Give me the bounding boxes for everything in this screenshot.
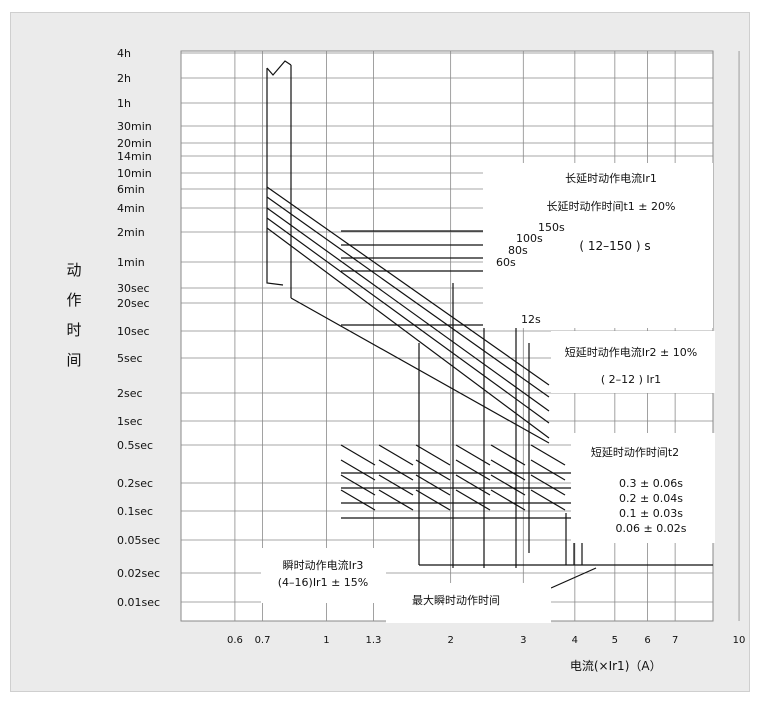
long-delay-curve	[266, 196, 550, 398]
short-delay-time-box	[571, 433, 715, 543]
y-axis-title-char: 作	[66, 291, 81, 309]
x-tick-label: 2	[447, 635, 453, 646]
y-tick-label: 1sec	[117, 415, 143, 428]
long-delay-current-text: 长延时动作电流Ir1	[565, 171, 657, 185]
short-delay-slope	[378, 459, 414, 481]
x-tick-label: 4	[572, 635, 578, 646]
short-delay-slope	[378, 474, 414, 496]
short-delay-value: 0.06 ± 0.02s	[616, 522, 687, 535]
short-delay-slope	[530, 474, 566, 496]
x-tick-label: 10	[733, 635, 746, 646]
long-delay-curve-label: 150s	[538, 221, 565, 234]
short-delay-slope	[340, 444, 376, 466]
x-tick-label: 6	[644, 635, 650, 646]
short-delay-slope	[340, 489, 376, 511]
y-tick-label: 2min	[117, 226, 145, 239]
y-tick-label: 0.02sec	[117, 567, 160, 580]
x-tick-label: 5	[612, 635, 618, 646]
long-delay-curve	[290, 297, 550, 444]
instant-current-line2: (4–16)Ir1 ± 15%	[278, 576, 369, 589]
y-tick-label: 1h	[117, 97, 131, 110]
y-tick-label: 4min	[117, 202, 145, 215]
short-delay-time-text: 短延时动作时间t2	[591, 445, 679, 459]
y-tick-label: 20sec	[117, 297, 150, 310]
short-delay-value: 0.2 ± 0.04s	[619, 492, 683, 505]
y-tick-label: 0.2sec	[117, 477, 153, 490]
x-tick-label: 0.7	[255, 635, 271, 646]
short-delay-slope	[415, 459, 451, 481]
x-tick-label: 0.6	[227, 635, 243, 646]
y-tick-label: 14min	[117, 150, 152, 163]
x-tick-label: 1	[323, 635, 329, 646]
curves	[266, 60, 713, 589]
y-tick-label: 6min	[117, 183, 145, 196]
y-axis-title-char: 动	[66, 261, 81, 279]
y-tick-label: 10sec	[117, 325, 150, 338]
short-delay-current-text: 短延时动作电流Ir2 ± 10%	[565, 345, 697, 359]
long-delay-curve-label: 12s	[521, 313, 541, 326]
y-tick-label: 20min	[117, 137, 152, 150]
long-delay-range-text: ( 12–150 ) s	[579, 239, 650, 253]
short-delay-slope	[415, 474, 451, 496]
instant-current-box	[261, 548, 386, 603]
chart-frame: 4h 2h 1h 30min 20min 14min 10min 6min 4min 2min 1m…	[10, 12, 750, 692]
y-axis-title-char: 间	[66, 351, 81, 369]
short-delay-slope	[415, 489, 451, 511]
max-instant-box	[386, 583, 551, 623]
y-tick-label: 5sec	[117, 352, 143, 365]
short-delay-slope	[415, 444, 451, 466]
y-tick-label: 0.5sec	[117, 439, 153, 452]
long-delay-time-text: 长延时动作时间t1 ± 20%	[547, 200, 676, 213]
y-tick-label: 10min	[117, 167, 152, 180]
short-delay-slope	[378, 444, 414, 466]
y-tick-label: 0.05sec	[117, 534, 160, 547]
y-tick-label: 2sec	[117, 387, 143, 400]
short-delay-slope	[490, 444, 526, 466]
short-delay-slope	[378, 489, 414, 511]
instant-current-line1: 瞬时动作电流Ir3	[283, 558, 364, 572]
short-delay-slope	[490, 459, 526, 481]
short-delay-annotation-box	[551, 331, 715, 393]
long-delay-curve-label: 80s	[508, 244, 528, 257]
long-delay-annotation-box	[483, 163, 713, 328]
x-axis-title: 电流(×Ir1)（A）	[570, 659, 662, 673]
short-delay-slope	[530, 459, 566, 481]
y-tick-label: 1min	[117, 256, 145, 269]
short-delay-value: 0.1 ± 0.03s	[619, 507, 683, 520]
x-tick-label: 7	[672, 635, 678, 646]
short-delay-slope	[340, 474, 376, 496]
long-delay-curve	[266, 227, 550, 439]
short-delay-slope	[530, 489, 566, 511]
short-delay-range-text: ( 2–12 ) Ir1	[601, 373, 661, 386]
x-tick-label: 3	[520, 635, 526, 646]
max-instant-time-text: 最大瞬时动作时间	[412, 593, 500, 607]
long-delay-curve-label: 100s	[516, 232, 543, 245]
y-tick-label: 2h	[117, 72, 131, 85]
long-delay-curve	[266, 217, 550, 424]
y-tick-label: 4h	[117, 47, 131, 60]
short-delay-value: 0.3 ± 0.06s	[619, 477, 683, 490]
y-tick-label: 30min	[117, 120, 152, 133]
short-delay-slope	[490, 489, 526, 511]
long-delay-curve	[266, 186, 550, 386]
short-delay-slope	[490, 474, 526, 496]
threshold-curve-left	[266, 68, 284, 286]
long-delay-curve-label: 60s	[496, 256, 516, 269]
max-instant-arrow	[550, 567, 597, 589]
short-delay-slope	[340, 459, 376, 481]
short-delay-slope	[530, 444, 566, 466]
x-tick-label: 1.3	[366, 635, 382, 646]
y-tick-label: 0.01sec	[117, 596, 160, 609]
y-axis-title-char: 时	[66, 321, 81, 339]
y-tick-label: 30sec	[117, 282, 150, 295]
long-delay-curve	[266, 207, 550, 412]
threshold-curve-top	[266, 60, 292, 76]
y-tick-label: 0.1sec	[117, 505, 153, 518]
